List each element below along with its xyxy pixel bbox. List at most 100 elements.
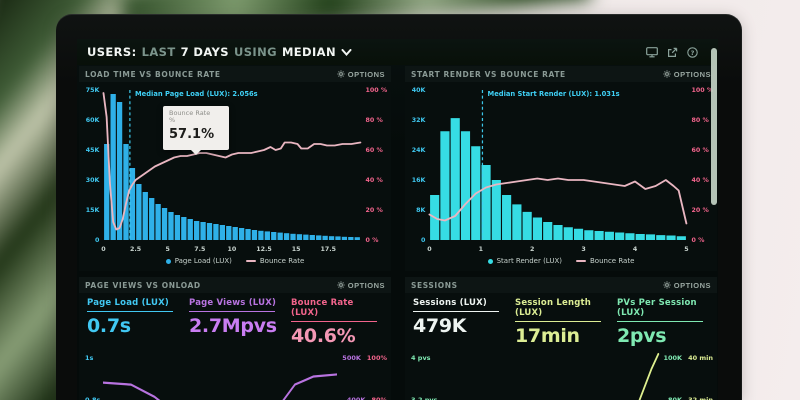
axis-label: 400K 80%: [346, 396, 387, 400]
axis-label: 100K 40 min: [663, 354, 713, 362]
panel-load-time: LOAD TIME VS BOUNCE RATE OPTIONS 75K 60K 4…: [79, 66, 391, 271]
svg-text:17.5: 17.5: [321, 246, 337, 253]
axis-label: 0.8s: [85, 396, 101, 400]
series-dash-icon: [245, 260, 256, 262]
panel-start-render-header: START RENDER VS BOUNCE RATE OPTIONS: [405, 66, 717, 82]
svg-text:60 %: 60 %: [366, 147, 384, 154]
panel-start-render-title: START RENDER VS BOUNCE RATE: [411, 69, 566, 79]
using-label: USING: [233, 45, 277, 59]
page-views-sparkline[interactable]: 1s 0.8s 0.6s 500K 100% 400K 80%: [79, 350, 391, 400]
svg-text:15: 15: [292, 246, 301, 253]
svg-text:2: 2: [530, 246, 534, 253]
svg-text:1: 1: [479, 246, 483, 253]
svg-text:15K: 15K: [86, 207, 101, 214]
svg-text:5: 5: [684, 246, 688, 253]
svg-text:12.5: 12.5: [256, 246, 272, 253]
svg-text:4: 4: [633, 246, 638, 253]
axis-label: 4 pvs: [411, 354, 431, 362]
legend-page-load[interactable]: Page Load (LUX): [165, 257, 232, 265]
help-icon[interactable]: ?: [687, 46, 698, 58]
series-dot-icon: [165, 258, 171, 264]
svg-text:0 %: 0 %: [692, 237, 706, 244]
svg-text:60K: 60K: [86, 117, 101, 124]
svg-text:80 %: 80 %: [692, 117, 710, 124]
start-render-options-button[interactable]: OPTIONS: [663, 70, 711, 79]
panel-grid: LOAD TIME VS BOUNCE RATE OPTIONS 75K 60K 4…: [79, 66, 717, 400]
page-views-sparkline-canvas[interactable]: [103, 350, 337, 400]
gear-icon: [337, 70, 345, 78]
series-dot-icon: [487, 258, 493, 264]
axis-label: 500K 100%: [342, 354, 387, 362]
monitor-icon[interactable]: [646, 46, 658, 58]
sessions-sparkline[interactable]: 4 pvs 3.2 pvs 100K 40 min 80K 32 min: [405, 350, 717, 400]
svg-text:32K: 32K: [412, 117, 427, 124]
users-label: USERS:: [87, 45, 137, 59]
metric-pvs-per-session[interactable]: PVs Per Session (LUX) 2pvs: [617, 298, 709, 347]
tooltip-sublabel: %: [169, 116, 176, 125]
chevron-down-icon[interactable]: [341, 45, 352, 59]
svg-text:16K: 16K: [412, 177, 427, 184]
panel-load-time-title: LOAD TIME VS BOUNCE RATE: [85, 69, 221, 79]
metric-page-load[interactable]: Page Load (LUX) 0.7s: [87, 298, 179, 347]
svg-text:0 %: 0 %: [366, 237, 380, 244]
dashboard-screen: USERS: LAST 7 DAYS USING MEDIAN: [77, 39, 718, 400]
sessions-options-button[interactable]: OPTIONS: [663, 281, 711, 290]
legend-bounce-rate[interactable]: Bounce Rate: [245, 257, 304, 265]
svg-text:45K: 45K: [86, 147, 101, 154]
gear-icon: [663, 70, 671, 78]
page-views-options-button[interactable]: OPTIONS: [337, 281, 385, 290]
sessions-sparkline-canvas[interactable]: [429, 350, 663, 400]
start-render-legend: Start Render (LUX) Bounce Rate: [405, 254, 717, 268]
panel-start-render: START RENDER VS BOUNCE RATE OPTIONS 40K 3…: [405, 66, 717, 271]
svg-text:Median Start Render (LUX): 1.0: Median Start Render (LUX): 1.031s: [488, 90, 620, 98]
sessions-metrics: Sessions (LUX) 479K Session Length (LUX)…: [405, 293, 717, 347]
axis-label: 80K 32 min: [667, 396, 713, 400]
days-label: 7 DAYS: [180, 45, 229, 59]
series-dash-icon: [576, 260, 586, 262]
svg-text:Median Page Load (LUX): 2.056s: Median Page Load (LUX): 2.056s: [135, 90, 258, 98]
metric-page-views[interactable]: Page Views (LUX) 2.7Mpvs: [189, 298, 277, 337]
metric-bounce-rate[interactable]: Bounce Rate (LUX) 40.6%: [291, 298, 383, 347]
page-views-metrics: Page Load (LUX) 0.7s Page Views (LUX) 2.…: [79, 293, 391, 347]
legend-bounce-rate[interactable]: Bounce Rate: [576, 257, 634, 265]
svg-text:0: 0: [427, 246, 432, 253]
laptop: USERS: LAST 7 DAYS USING MEDIAN: [56, 14, 742, 400]
start-render-chart[interactable]: 40K 32K 24K 16K 8K 0 100 % 80 % 60 % 40 % 20 % 0 % 0…: [405, 82, 717, 254]
svg-text:24K: 24K: [412, 147, 427, 154]
svg-text:10: 10: [228, 246, 237, 253]
start-render-chart-canvas[interactable]: 40K 32K 24K 16K 8K 0 100 % 80 % 60 % 40 % 20 % 0 % 0…: [405, 82, 717, 254]
panel-page-views-title: PAGE VIEWS VS ONLOAD: [85, 280, 201, 290]
svg-text:40 %: 40 %: [366, 177, 384, 184]
dashboard-title-dropdown[interactable]: USERS: LAST 7 DAYS USING MEDIAN: [87, 45, 352, 59]
panel-load-time-header: LOAD TIME VS BOUNCE RATE OPTIONS: [79, 66, 391, 82]
dashboard-header: USERS: LAST 7 DAYS USING MEDIAN: [77, 39, 718, 65]
bounce-rate-tooltip: Bounce Rate % 57.1%: [163, 106, 229, 155]
svg-text:0: 0: [421, 237, 426, 244]
svg-text:7.5: 7.5: [194, 246, 205, 253]
load-time-options-button[interactable]: OPTIONS: [337, 70, 385, 79]
gear-icon: [337, 281, 345, 289]
share-icon[interactable]: [667, 47, 678, 58]
svg-text:100 %: 100 %: [366, 87, 388, 94]
panel-page-views-header: PAGE VIEWS VS ONLOAD OPTIONS: [79, 277, 391, 293]
svg-text:20 %: 20 %: [692, 207, 710, 214]
svg-text:60 %: 60 %: [692, 147, 710, 154]
svg-text:3: 3: [581, 246, 585, 253]
load-time-chart[interactable]: 75K 60K 45K 30K 15K 0 100 % 80 % 60 % 40 % 20 % 0 %…: [79, 82, 391, 254]
svg-text:0: 0: [95, 237, 100, 244]
svg-text:40 %: 40 %: [692, 177, 710, 184]
metric-session-length[interactable]: Session Length (LUX) 17min: [515, 298, 607, 347]
svg-text:80 %: 80 %: [366, 117, 384, 124]
svg-text:30K: 30K: [86, 177, 101, 184]
axis-label: 1s: [85, 354, 94, 362]
metric-sessions[interactable]: Sessions (LUX) 479K: [413, 298, 505, 347]
scrollbar[interactable]: [711, 48, 717, 205]
load-time-legend: Page Load (LUX) Bounce Rate: [79, 254, 391, 268]
svg-text:8K: 8K: [416, 207, 426, 214]
panel-page-views: PAGE VIEWS VS ONLOAD OPTIONS Page Load (…: [79, 277, 391, 400]
svg-text:40K: 40K: [412, 87, 427, 94]
gear-icon: [663, 281, 671, 289]
legend-start-render[interactable]: Start Render (LUX): [487, 257, 562, 265]
